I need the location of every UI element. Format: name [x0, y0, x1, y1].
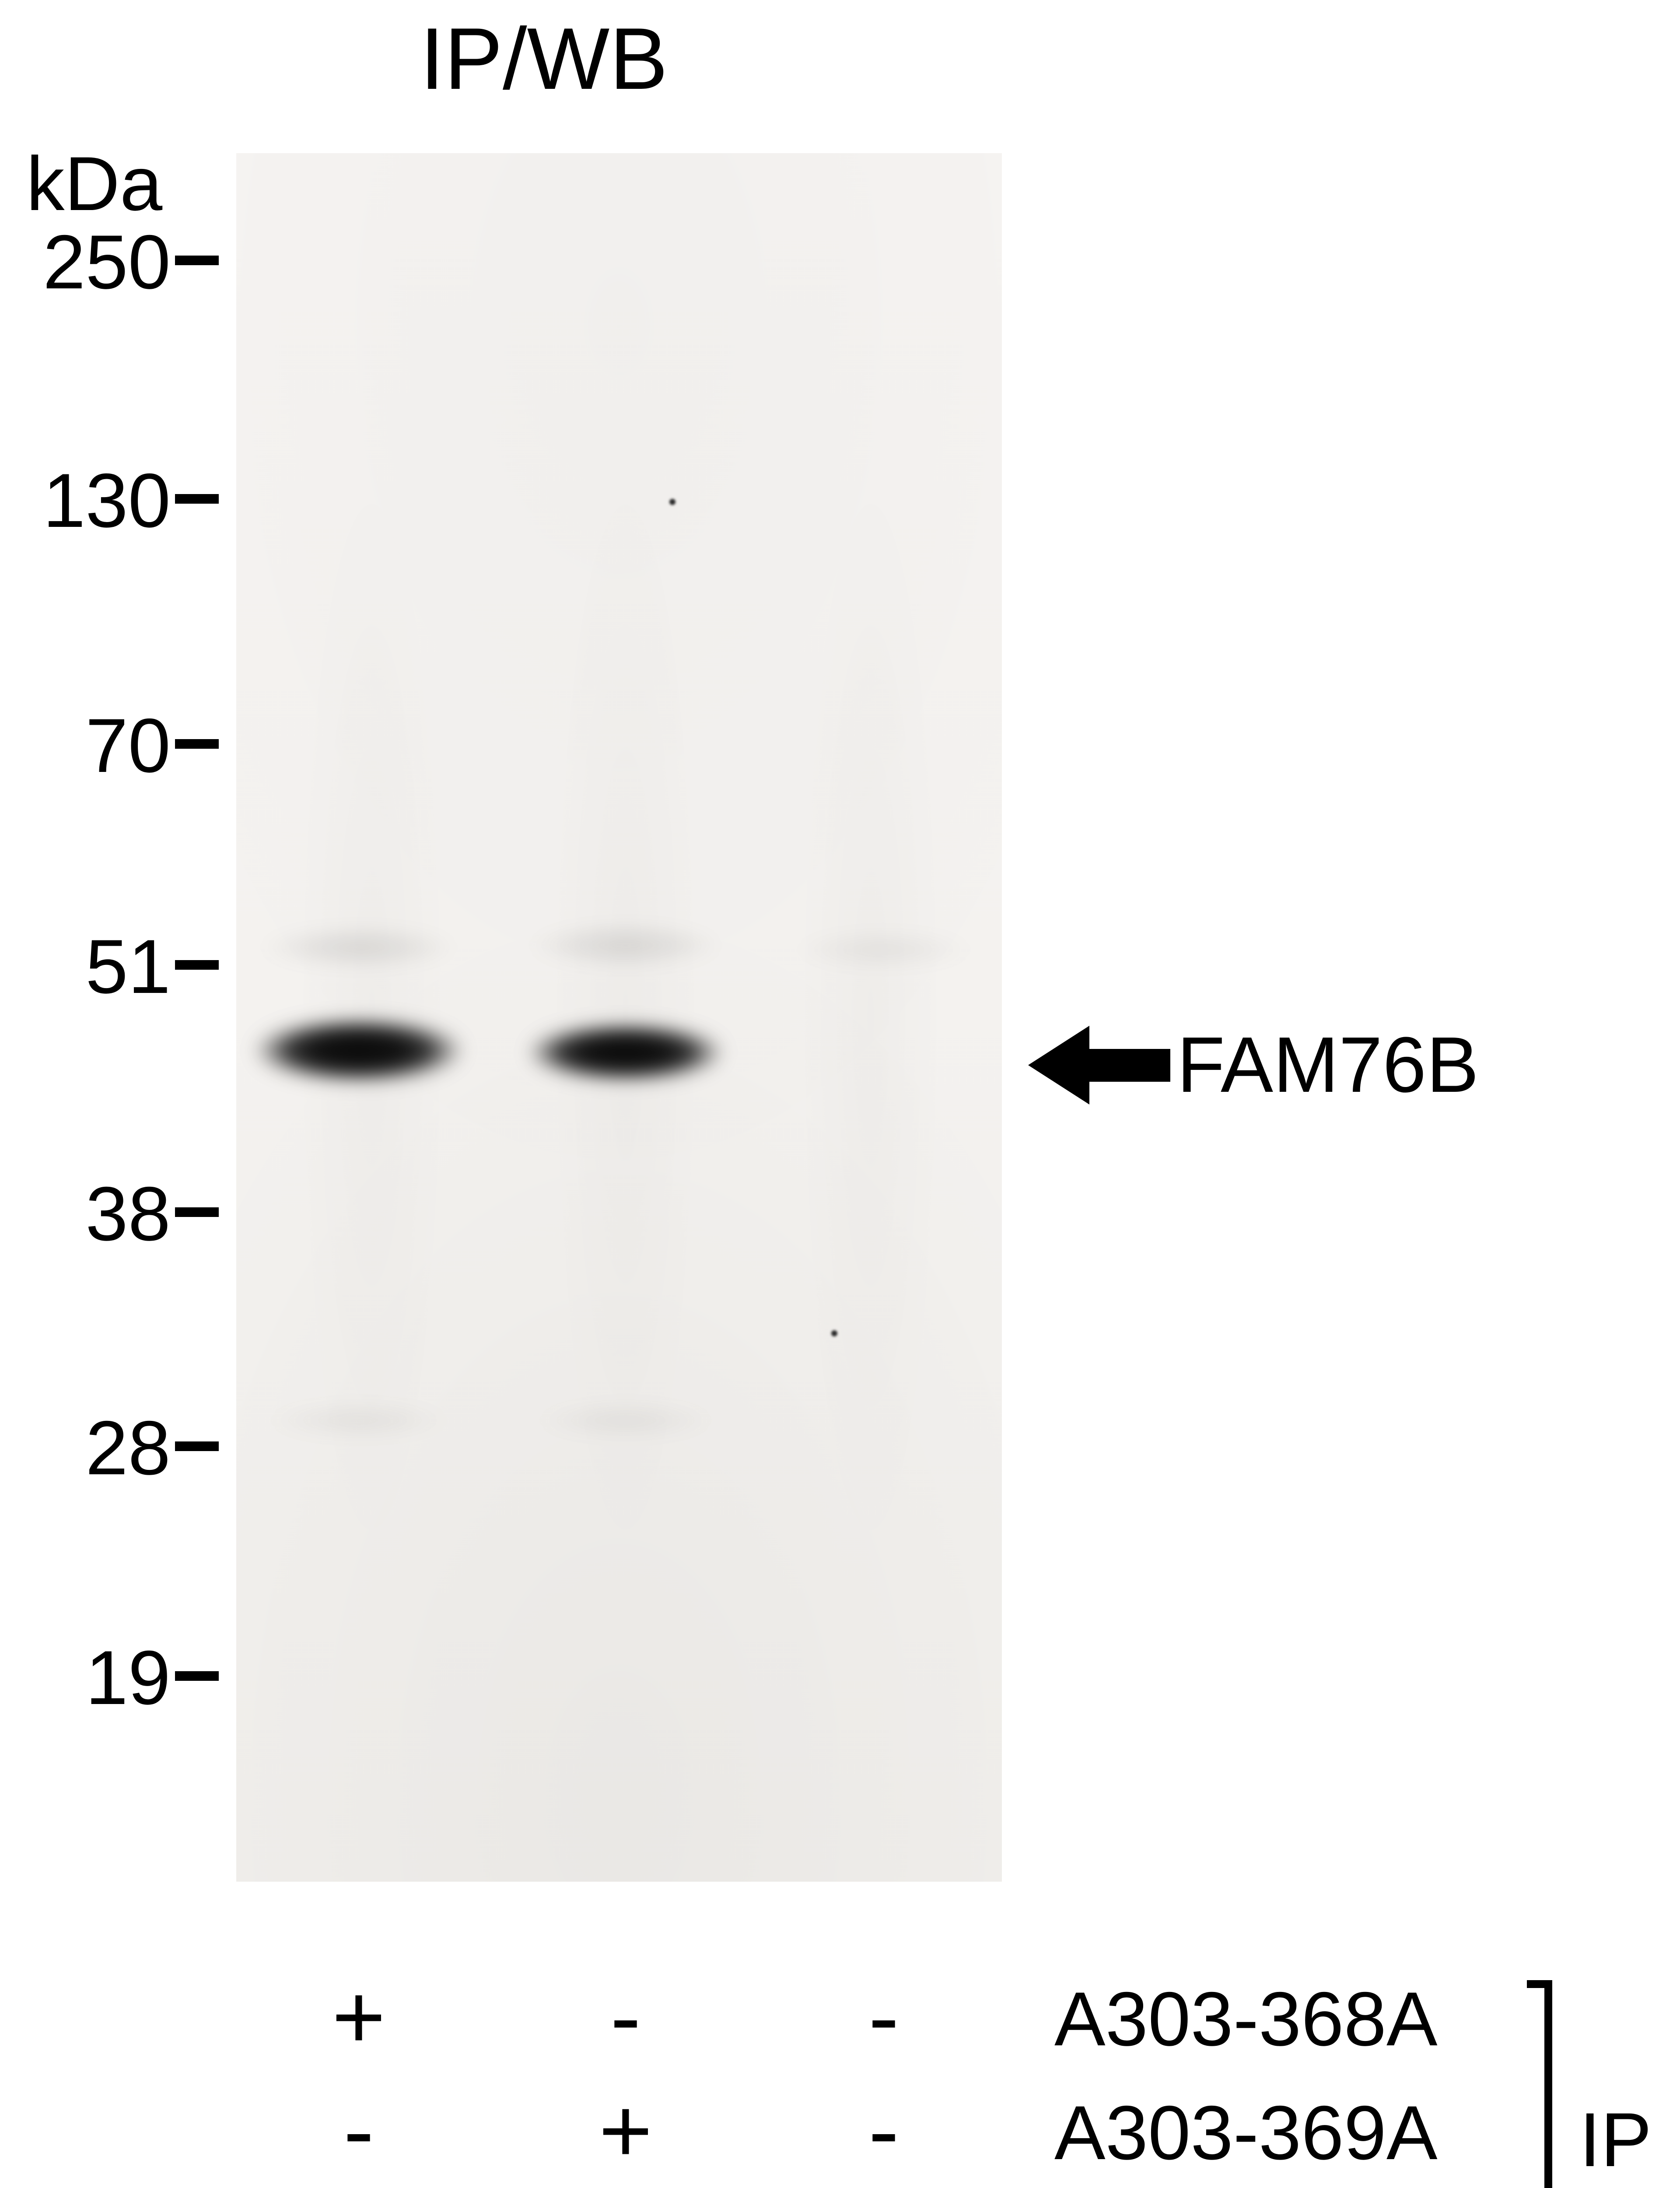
- ip-bracket-top: [1527, 1980, 1552, 1988]
- blot-band: [527, 1020, 724, 1085]
- mw-marker-label: 19: [18, 1634, 171, 1722]
- ip-group-label: IP: [1579, 2096, 1652, 2184]
- figure-title: IP/WB: [420, 9, 668, 109]
- arrow-shaft: [1087, 1049, 1170, 1082]
- western-blot-figure: IP/WB kDa 2501307051382819 FAM76B +--A30…: [0, 0, 1680, 2188]
- kda-axis-label: kDa: [26, 140, 162, 228]
- mw-marker-tick: [175, 739, 219, 749]
- lane-smudge: [516, 197, 735, 1838]
- mw-marker-tick: [175, 960, 219, 970]
- mw-marker-label: 130: [18, 457, 171, 545]
- mw-marker-tick: [175, 1207, 219, 1217]
- blot-speck: [669, 499, 676, 505]
- ip-antibody-label: A303-369A: [1054, 2089, 1438, 2177]
- lane-smudge: [766, 197, 976, 1838]
- plus-icon: +: [588, 2078, 663, 2184]
- mw-marker-label: 28: [18, 1404, 171, 1492]
- mw-marker-tick: [175, 1441, 219, 1451]
- mw-marker-tick: [175, 1671, 219, 1681]
- mw-marker-tick: [175, 494, 219, 504]
- ip-bracket-vertical: [1544, 1980, 1552, 2188]
- mw-marker-tick: [175, 256, 219, 265]
- blot-speck: [831, 1330, 837, 1336]
- plus-icon: +: [322, 1964, 396, 2070]
- minus-icon: -: [847, 2078, 921, 2184]
- minus-icon: -: [847, 1964, 921, 2070]
- mw-marker-label: 250: [18, 218, 171, 306]
- blot-band: [532, 1399, 720, 1441]
- mw-marker-label: 51: [18, 923, 171, 1011]
- mw-marker-label: 38: [18, 1170, 171, 1258]
- ip-antibody-label: A303-368A: [1054, 1975, 1438, 2063]
- minus-icon: -: [588, 1964, 663, 2070]
- arrow-head-icon: [1028, 1026, 1089, 1105]
- blot-band: [254, 1014, 464, 1087]
- minus-icon: -: [322, 2078, 396, 2184]
- mw-marker-label: 70: [18, 702, 171, 790]
- blot-band: [525, 920, 726, 971]
- blot-band: [790, 928, 978, 971]
- blot-band: [262, 1399, 455, 1441]
- target-protein-label: FAM76B: [1177, 1020, 1479, 1110]
- blot-band: [256, 923, 462, 971]
- blot-image: [236, 153, 1002, 1882]
